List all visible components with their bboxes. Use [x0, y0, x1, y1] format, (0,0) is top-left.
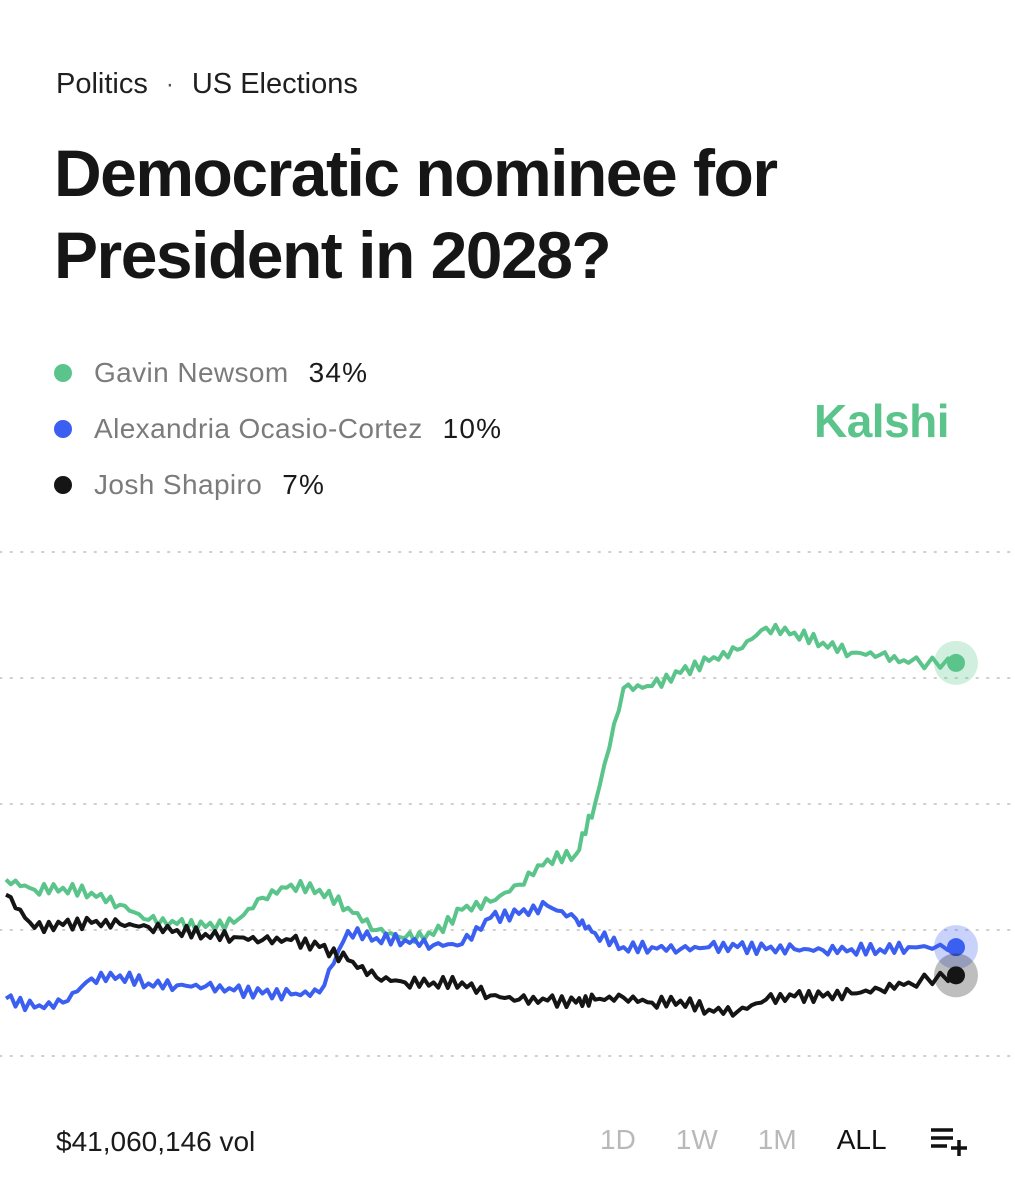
- series-line-gavin-newsom: [4, 622, 957, 944]
- legend-dot-icon: [54, 364, 72, 382]
- breadcrumb-subcategory[interactable]: US Elections: [191, 68, 358, 100]
- legend-dot-icon: [54, 420, 72, 438]
- series-end-point[interactable]: [947, 653, 965, 672]
- legend-item-shapiro[interactable]: Josh Shapiro 7%: [54, 457, 502, 513]
- series-line-josh-shapiro: [5, 892, 958, 1018]
- legend-dot-icon: [54, 476, 72, 494]
- legend-name: Gavin Newsom: [94, 357, 289, 388]
- breadcrumb: Politics · US Elections: [56, 68, 358, 101]
- line-chart[interactable]: [0, 540, 1015, 1080]
- time-range-selector: 1D 1W 1M ALL: [600, 1124, 969, 1156]
- legend-item-newsom[interactable]: Gavin Newsom 34%: [54, 345, 502, 401]
- series-line-alexandria-ocasio-cortez: [4, 899, 957, 1013]
- series-end-point[interactable]: [947, 938, 965, 957]
- brand-logo: Kalshi: [814, 395, 950, 447]
- legend-name: Josh Shapiro: [94, 469, 263, 500]
- range-all-button[interactable]: ALL: [836, 1124, 887, 1155]
- legend-name: Alexandria Ocasio-Cortez: [94, 413, 423, 444]
- list-add-icon[interactable]: [929, 1124, 969, 1156]
- page-title: Democratic nominee for President in 2028…: [54, 136, 778, 292]
- breadcrumb-category[interactable]: Politics: [56, 68, 148, 100]
- breadcrumb-separator: ·: [165, 70, 174, 98]
- legend-value: 7%: [282, 469, 326, 500]
- legend-value: 34%: [308, 357, 369, 388]
- range-1d-button[interactable]: 1D: [600, 1124, 636, 1155]
- chart-legend: Gavin Newsom 34% Alexandria Ocasio-Corte…: [54, 345, 502, 513]
- range-1m-button[interactable]: 1M: [757, 1124, 797, 1155]
- range-1w-button[interactable]: 1W: [675, 1124, 718, 1155]
- legend-value: 10%: [442, 413, 503, 444]
- series-end-point[interactable]: [947, 966, 965, 985]
- legend-item-ocasio-cortez[interactable]: Alexandria Ocasio-Cortez 10%: [54, 401, 502, 457]
- volume-label: $41,060,146 vol: [56, 1126, 256, 1157]
